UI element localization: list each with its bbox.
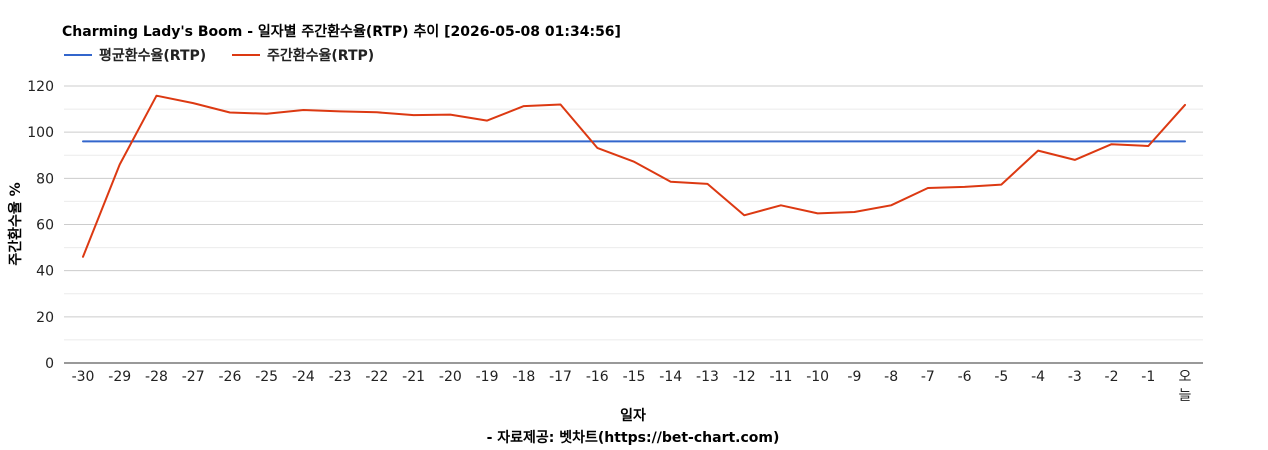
- x-tick-label: -24: [292, 369, 315, 385]
- legend-label-weekly: 주간환수율(RTP): [267, 47, 374, 64]
- x-tick-label: -9: [847, 369, 861, 385]
- series-line-weekly: [82, 94, 1186, 258]
- x-tick-label: -15: [623, 369, 646, 385]
- y-axis-ticks: 0 20 40 60 80 100 120: [27, 79, 54, 372]
- x-tick-label: -17: [549, 369, 572, 385]
- x-tick-label: -30: [72, 369, 95, 385]
- gridlines: [64, 85, 1203, 341]
- legend-label-average: 평균환수율(RTP): [99, 47, 206, 64]
- series-layer: [82, 94, 1186, 258]
- x-tick-label: -28: [145, 369, 168, 385]
- x-tick-label: -25: [255, 369, 278, 385]
- y-tick-label: 60: [36, 218, 54, 234]
- x-tick-label: -22: [365, 369, 388, 385]
- x-tick-label: -21: [402, 369, 425, 385]
- x-tick-label: -18: [512, 369, 535, 385]
- y-tick-label: 20: [36, 310, 54, 326]
- y-tick-label: 0: [45, 356, 54, 372]
- y-tick-label: 80: [36, 171, 54, 187]
- x-tick-label: -12: [733, 369, 756, 385]
- x-tick-label: -11: [769, 369, 792, 385]
- x-tick-label: -13: [696, 369, 719, 385]
- x-tick-label: -19: [476, 369, 499, 385]
- x-tick-label: -4: [1031, 369, 1045, 385]
- x-tick-label: -1: [1141, 369, 1155, 385]
- x-axis-ticks: -30 -29 -28 -27 -26 -25 -24 -23 -22 -21 -20 -19 -18-…: [72, 369, 1192, 404]
- x-tick-label: -14: [659, 369, 682, 385]
- x-tick-label: -7: [921, 369, 935, 385]
- legend: 평균환수율(RTP) 주간환수율(RTP): [64, 47, 374, 64]
- x-tick-label: -23: [329, 369, 352, 385]
- x-axis-title: 일자: [620, 408, 646, 424]
- x-tick-label: -27: [182, 369, 205, 385]
- x-tick-label: -2: [1105, 369, 1119, 385]
- x-tick-label: -29: [108, 369, 131, 385]
- x-tick-label: -20: [439, 369, 462, 385]
- chart-title: Charming Lady's Boom - 일자별 주간환수율(RTP) 추이…: [62, 23, 621, 40]
- y-tick-label: 120: [27, 79, 54, 95]
- x-tick-label: -26: [218, 369, 241, 385]
- y-tick-label: 40: [36, 264, 54, 280]
- x-tick-label: -5: [994, 369, 1008, 385]
- x-tick-label: -6: [958, 369, 972, 385]
- x-tick-label: -16: [586, 369, 609, 385]
- x-tick-label: -10: [806, 369, 829, 385]
- y-tick-label: 100: [27, 125, 54, 141]
- x-tick-label: -8: [884, 369, 898, 385]
- x-tick-label: -3: [1068, 369, 1082, 385]
- source-credit: - 자료제공: 벳차트(https://bet-chart.com): [487, 429, 780, 446]
- y-axis-title: 주간환수율 %: [7, 182, 24, 265]
